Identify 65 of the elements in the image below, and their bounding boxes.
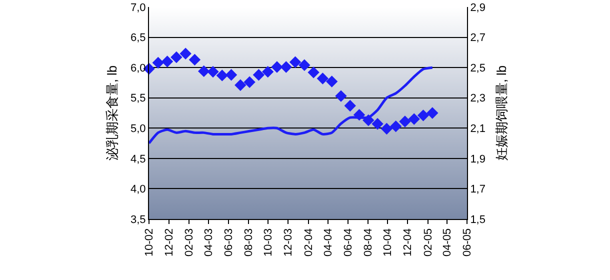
y2-tick-label: 2,7 [470,32,486,44]
y2-tick-label: 2,5 [470,62,486,74]
point [234,79,246,91]
point [344,100,356,112]
point [198,65,210,78]
y-tick-label: 3,5 [130,214,146,226]
x-tick-label: 02-05 [422,228,434,257]
point [335,90,347,102]
y-tick-label: 7,0 [130,2,146,14]
point [326,76,338,88]
point [280,61,292,73]
point [316,72,329,84]
point [408,113,420,125]
y2-tick-label: 2,3 [470,92,486,105]
point [380,122,393,135]
point [399,116,411,128]
point [152,56,164,69]
point [161,56,174,68]
x-tick-label: 12-03 [282,228,295,257]
x-tick-label: 04-05 [442,228,454,257]
y-tick-label: 6,0 [130,62,146,74]
x-tick-label: 12-02 [163,228,176,257]
x-tick-label: 02-03 [184,228,196,257]
x-tick-label: 02-04 [302,228,315,257]
point [252,68,265,81]
y-tick-label: 4,0 [130,184,146,196]
point [390,120,402,132]
y-tick-label: 4,5 [130,153,146,166]
y-tick-label: 6,5 [130,32,146,44]
x-tick-label: 08-04 [362,228,374,257]
point [271,61,283,73]
x-tick-label: 12-04 [402,228,414,257]
y2-tick-label: 2,1 [470,122,486,135]
y2-tick-label: 1,9 [470,153,486,166]
y2-axis-title: 妊娠期饲喂量, lb [494,65,510,161]
point [180,48,192,60]
point [225,68,238,81]
point [207,66,219,78]
point [308,66,320,78]
y-axis-title: 泌乳期采食量, lb [104,65,120,161]
point [289,56,302,68]
point [188,54,201,66]
x-tick-label: 10-04 [382,228,394,257]
point [262,66,274,78]
point [417,110,430,122]
x-tick-label: 10-03 [262,228,275,257]
x-tick-label: 06-05 [462,228,474,257]
x-tick-label: 08-03 [242,228,255,257]
x-tick-label: 04-04 [322,228,334,257]
point [170,51,182,64]
point [426,107,438,119]
y2-tick-label: 2,9 [470,2,486,14]
x-tick-label: 04-03 [202,228,215,257]
x-tick-label: 06-04 [342,228,354,257]
y2-tick-label: 1,5 [470,214,486,226]
y-tick-label: 5,0 [130,122,146,135]
point [298,59,310,71]
line-series [149,66,434,145]
y-tick-label: 5,5 [130,92,146,105]
x-tick-label: 06-03 [222,228,235,257]
y2-tick-label: 1,7 [470,184,486,196]
point [216,70,228,82]
point [244,76,256,88]
point [372,118,384,130]
x-tick-label: 10-02 [144,228,156,257]
